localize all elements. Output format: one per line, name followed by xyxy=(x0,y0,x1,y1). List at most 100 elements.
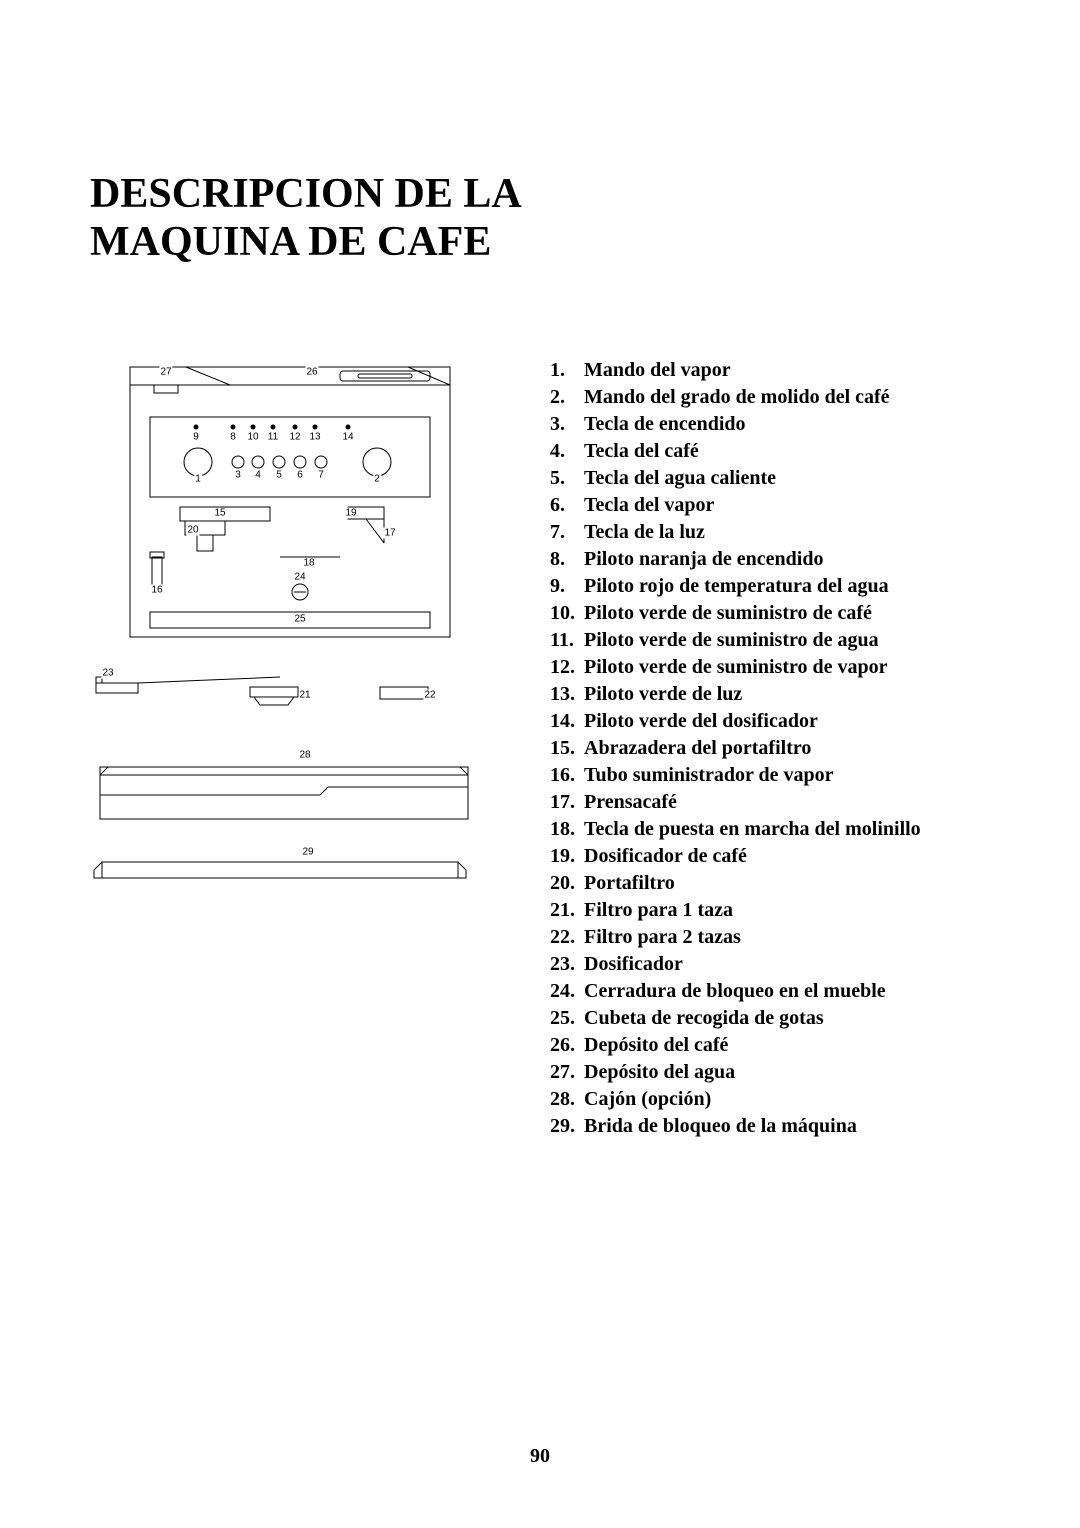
diagram-callout-12: 12 xyxy=(288,431,301,442)
diagram-callout-14: 14 xyxy=(341,431,354,442)
part-number: 27. xyxy=(550,1059,584,1086)
part-number: 10. xyxy=(550,600,584,627)
part-number: 24. xyxy=(550,978,584,1005)
diagram-callout-2: 2 xyxy=(373,473,381,484)
parts-list-item: 1.Mando del vapor xyxy=(550,357,1010,384)
diagram-callout-28: 28 xyxy=(298,749,311,760)
diagram-callout-25: 25 xyxy=(293,613,306,624)
parts-list-item: 22.Filtro para 2 tazas xyxy=(550,924,1010,951)
parts-list-item: 21.Filtro para 1 taza xyxy=(550,897,1010,924)
diagram-callout-11: 11 xyxy=(267,431,279,442)
diagram-column: 1234567891011121314151617181920212223242… xyxy=(90,357,510,1140)
part-label: Abrazadera del portafiltro xyxy=(584,735,811,762)
part-label: Tecla del vapor xyxy=(584,492,714,519)
part-number: 18. xyxy=(550,816,584,843)
part-label: Piloto verde del dosificador xyxy=(584,708,818,735)
title-line-2: MAQUINA DE CAFE xyxy=(90,219,491,265)
part-number: 26. xyxy=(550,1032,584,1059)
part-number: 4. xyxy=(550,438,584,465)
part-number: 29. xyxy=(550,1113,584,1140)
part-label: Dosificador xyxy=(584,951,683,978)
part-label: Filtro para 1 taza xyxy=(584,897,733,924)
part-label: Prensacafé xyxy=(584,789,677,816)
part-label: Tecla de puesta en marcha del molinillo xyxy=(584,816,921,843)
diagram-callout-27: 27 xyxy=(159,366,172,377)
parts-list-item: 10.Piloto verde de suministro de café xyxy=(550,600,1010,627)
part-label: Piloto naranja de encendido xyxy=(584,546,823,573)
part-number: 5. xyxy=(550,465,584,492)
part-label: Depósito del café xyxy=(584,1032,728,1059)
parts-list-item: 14.Piloto verde del dosificador xyxy=(550,708,1010,735)
diagram-callout-17: 17 xyxy=(383,527,396,538)
title-line-1: DESCRIPCION DE LA xyxy=(90,171,522,217)
diagram-callout-21: 21 xyxy=(298,689,311,700)
parts-list-item: 23.Dosificador xyxy=(550,951,1010,978)
parts-list-item: 13.Piloto verde de luz xyxy=(550,681,1010,708)
diagram-callout-8: 8 xyxy=(229,431,237,442)
part-number: 25. xyxy=(550,1005,584,1032)
part-label: Tecla del agua caliente xyxy=(584,465,776,492)
document-page: DESCRIPCION DE LA MAQUINA DE CAFE xyxy=(0,0,1080,1528)
diagram-callout-13: 13 xyxy=(308,431,321,442)
part-number: 1. xyxy=(550,357,584,384)
part-number: 13. xyxy=(550,681,584,708)
parts-list-item: 25.Cubeta de recogida de gotas xyxy=(550,1005,1010,1032)
parts-list-column: 1.Mando del vapor2.Mando del grado de mo… xyxy=(550,357,1010,1140)
part-number: 17. xyxy=(550,789,584,816)
parts-list-item: 9.Piloto rojo de temperatura del agua xyxy=(550,573,1010,600)
parts-list-item: 3.Tecla de encendido xyxy=(550,411,1010,438)
part-number: 8. xyxy=(550,546,584,573)
machine-diagram: 1234567891011121314151617181920212223242… xyxy=(90,357,470,917)
part-label: Tecla de la luz xyxy=(584,519,705,546)
part-number: 15. xyxy=(550,735,584,762)
part-label: Cajón (opción) xyxy=(584,1086,711,1113)
content-columns: 1234567891011121314151617181920212223242… xyxy=(90,357,1010,1140)
parts-list-item: 2.Mando del grado de molido del café xyxy=(550,384,1010,411)
part-number: 20. xyxy=(550,870,584,897)
diagram-callout-16: 16 xyxy=(150,584,163,595)
part-label: Brida de bloqueo de la máquina xyxy=(584,1113,857,1140)
part-label: Dosificador de café xyxy=(584,843,747,870)
parts-list-item: 8.Piloto naranja de encendido xyxy=(550,546,1010,573)
part-number: 16. xyxy=(550,762,584,789)
part-number: 12. xyxy=(550,654,584,681)
diagram-callout-22: 22 xyxy=(423,689,436,700)
diagram-callout-18: 18 xyxy=(302,557,315,568)
part-number: 7. xyxy=(550,519,584,546)
part-label: Mando del grado de molido del café xyxy=(584,384,890,411)
diagram-callout-20: 20 xyxy=(186,524,199,535)
parts-list-item: 24.Cerradura de bloqueo en el mueble xyxy=(550,978,1010,1005)
part-number: 9. xyxy=(550,573,584,600)
diagram-svg xyxy=(90,357,470,917)
diagram-callout-3: 3 xyxy=(234,469,242,480)
diagram-callout-19: 19 xyxy=(344,507,357,518)
parts-list-item: 27.Depósito del agua xyxy=(550,1059,1010,1086)
part-label: Piloto rojo de temperatura del agua xyxy=(584,573,889,600)
part-label: Tecla de encendido xyxy=(584,411,746,438)
part-label: Depósito del agua xyxy=(584,1059,735,1086)
diagram-callout-26: 26 xyxy=(305,366,318,377)
parts-list-item: 26.Depósito del café xyxy=(550,1032,1010,1059)
part-label: Cerradura de bloqueo en el mueble xyxy=(584,978,886,1005)
part-number: 3. xyxy=(550,411,584,438)
parts-list-item: 7.Tecla de la luz xyxy=(550,519,1010,546)
parts-list-item: 28.Cajón (opción) xyxy=(550,1086,1010,1113)
part-label: Mando del vapor xyxy=(584,357,731,384)
parts-list-item: 12.Piloto verde de suministro de vapor xyxy=(550,654,1010,681)
part-number: 14. xyxy=(550,708,584,735)
diagram-callout-24: 24 xyxy=(293,571,306,582)
diagram-callout-6: 6 xyxy=(296,469,304,480)
part-number: 2. xyxy=(550,384,584,411)
part-label: Piloto verde de suministro de vapor xyxy=(584,654,888,681)
part-label: Piloto verde de suministro de café xyxy=(584,600,872,627)
diagram-callout-10: 10 xyxy=(246,431,259,442)
diagram-callout-29: 29 xyxy=(301,846,314,857)
diagram-callout-7: 7 xyxy=(317,469,325,480)
part-label: Cubeta de recogida de gotas xyxy=(584,1005,824,1032)
part-label: Portafiltro xyxy=(584,870,675,897)
parts-list-item: 16.Tubo suministrador de vapor xyxy=(550,762,1010,789)
parts-list-item: 5.Tecla del agua caliente xyxy=(550,465,1010,492)
page-title: DESCRIPCION DE LA MAQUINA DE CAFE xyxy=(90,170,1010,267)
part-number: 28. xyxy=(550,1086,584,1113)
diagram-callout-1: 1 xyxy=(194,473,202,484)
